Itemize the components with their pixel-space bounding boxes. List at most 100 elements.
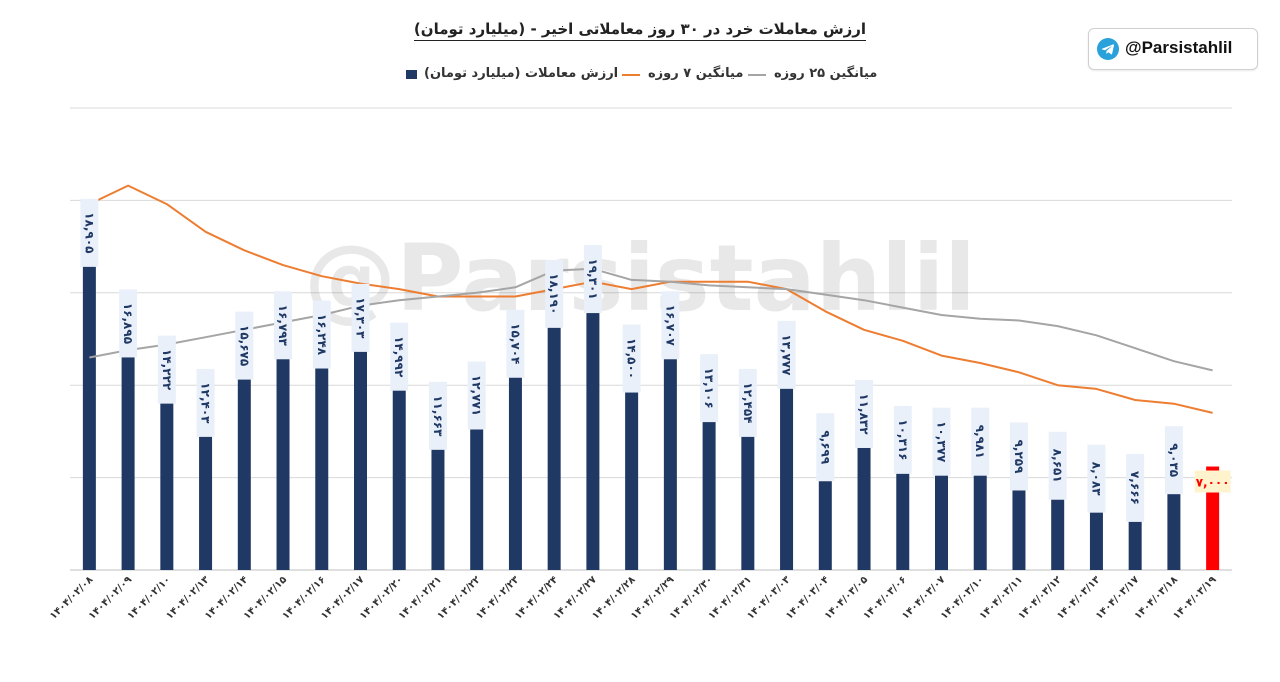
legend-bars-label: ارزش معاملات (میلیارد تومان) [424,66,619,81]
data-label-group: ۱۹,۳۰۱ [583,245,602,314]
data-label: ۹,۲۵۹ [1012,440,1026,475]
data-label: ۹,۶۹۹ [818,430,832,465]
data-label-group: ۱۷,۳۰۳ [351,283,370,352]
data-label-group: ۹,۰۳۵ [1164,426,1183,495]
data-label: ۱۹,۳۰۱ [586,258,600,299]
legend: ارزش معاملات (میلیارد تومان) میانگین ۷ ر… [400,66,880,84]
telegram-handle: @Parsistahlil [1125,38,1233,57]
watermark: @Parsistahlil [304,225,976,332]
data-label: ۱۵,۷۰۴ [508,323,522,364]
data-label: ۱۱,۸۳۲ [857,393,871,435]
data-label-bg [971,407,990,476]
data-label-group: ۱۸,۱۹۰ [545,259,564,328]
data-label-group: ۱۲,۴۵۴ [738,368,757,437]
legend-ma25-swatch [748,74,766,76]
data-label-group: ۱۰,۳۱۶ [893,405,912,474]
data-label-bg [390,322,409,391]
data-label: ۱۶,۷۰۷ [663,305,677,347]
legend-ma7-swatch [622,74,640,76]
data-label-group: ۱۳,۷۷۷ [777,320,796,389]
legend-ma7-label: میانگین ۷ روزه [648,66,744,81]
data-label-bg [893,405,912,474]
data-label-bg [700,354,719,423]
data-label-group: ۷,۶۶۶ [1126,453,1145,522]
data-label-group: ۱۴,۵۰۰ [622,324,641,393]
data-label-bg [428,381,447,450]
data-label: ۱۲,۷۷۱ [470,375,484,416]
data-label-bg [312,300,331,369]
data-label: ۱۲,۴۵۴ [741,382,755,423]
data-label-bg [1009,422,1028,491]
data-label: ۸,۰۸۳ [1089,462,1103,497]
data-label: ۱۶,۷۹۳ [276,305,290,347]
data-label: ۷,۶۶۶ [1128,471,1142,505]
data-label-bg [816,413,835,482]
data-label-bg [467,361,486,430]
data-label-group: ۹,۲۵۹ [1009,422,1028,491]
data-label: ۱۲,۴۰۳ [199,382,213,424]
data-label: ۱۴,۵۰۰ [625,338,639,379]
chart-title: ارزش معاملات خرد در ۳۰ روز معاملاتی اخیر… [0,20,1280,41]
data-label-bg [506,309,525,378]
data-label: ۱۴,۹۹۲ [392,336,406,378]
data-label-bg [274,291,293,360]
data-label: ۱۵,۶۷۵ [237,325,251,366]
data-label-bg [1194,470,1231,493]
data-label-group: ۱۲,۷۷۱ [467,361,486,430]
data-label: ۹,۰۳۵ [1167,443,1181,477]
data-label-bg [235,311,254,380]
bar [121,309,135,570]
data-label-bg [1048,431,1067,500]
bar [702,374,716,570]
data-label-group: ۱۰,۳۷۷ [932,407,951,476]
data-label-group: ۱۳,۱۰۶ [700,354,719,423]
bar [547,279,561,570]
data-label-bg [351,283,370,352]
data-label-bg [661,291,680,360]
data-label-group: ۱۶,۷۰۷ [661,291,680,360]
bar [392,342,406,570]
data-label: ۱۰,۳۱۶ [896,419,910,460]
data-label-bg [157,335,176,404]
legend-bars-swatch [406,70,417,79]
data-label-bg [80,198,99,267]
bar [82,218,96,570]
data-label-group: ۱۸,۹۰۵ [80,198,99,267]
data-label-bg [932,407,951,476]
data-label: ۱۸,۹۰۵ [82,212,96,253]
data-label-group: ۸,۰۸۳ [1087,444,1106,513]
data-label: ۱۶,۲۴۸ [315,314,329,356]
bar [780,340,794,570]
data-label-bg [855,379,874,448]
data-label-bg [1164,426,1183,495]
data-label: ۷,۰۰۰ [1196,476,1230,490]
bar [315,320,329,570]
data-label-bg [1087,444,1106,513]
bar [276,311,290,570]
data-label-bg [622,324,641,393]
data-label: ۱۳,۷۷۷ [780,334,794,376]
data-label-group: ۱۴,۹۹۲ [390,322,409,391]
data-label-group: ۱۱,۶۶۳ [428,381,447,450]
data-label-bg [196,368,215,437]
chart-title-text: ارزش معاملات خرد در ۳۰ روز معاملاتی اخیر… [413,20,867,41]
telegram-badge[interactable]: @Parsistahlil [1088,28,1258,70]
data-label: ۱۳,۱۰۶ [702,368,716,409]
data-label-group: ۱۴,۲۲۲ [157,335,176,404]
bar [508,329,522,570]
data-label: ۱۷,۳۰۳ [354,297,368,339]
data-label-bg [545,259,564,328]
data-label: ۸,۶۵۱ [1051,449,1065,483]
bar [625,344,639,570]
bar [354,303,367,570]
data-label-group: ۹,۶۹۹ [816,413,835,482]
data-label-bg [777,320,796,389]
data-label: ۱۱,۶۶۳ [431,395,445,437]
data-label: ۱۸,۱۹۰ [547,273,561,314]
bar [586,265,600,570]
data-label: ۱۴,۲۲۲ [160,349,174,391]
data-label-bg [583,245,602,314]
data-label-group: ۸,۶۵۱ [1048,431,1067,500]
telegram-icon [1097,38,1119,60]
